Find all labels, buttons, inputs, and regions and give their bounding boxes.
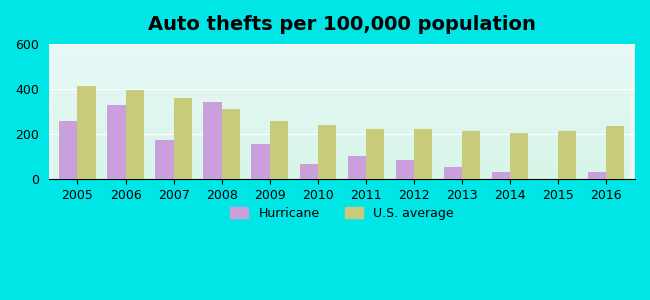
Bar: [203, 101, 222, 179]
Bar: [125, 90, 144, 179]
Bar: [396, 160, 414, 179]
Bar: [300, 164, 318, 179]
Bar: [59, 121, 77, 179]
Bar: [558, 131, 577, 179]
Bar: [366, 129, 384, 179]
Bar: [77, 86, 96, 179]
Bar: [588, 172, 606, 179]
Bar: [462, 131, 480, 179]
Bar: [348, 156, 366, 179]
Bar: [155, 140, 174, 179]
Bar: [107, 105, 125, 179]
Bar: [348, 156, 366, 179]
Bar: [77, 86, 96, 179]
Bar: [252, 144, 270, 179]
Bar: [125, 90, 144, 179]
Bar: [300, 164, 318, 179]
Bar: [107, 105, 125, 179]
Bar: [318, 125, 336, 179]
Bar: [174, 98, 192, 179]
Bar: [366, 129, 384, 179]
Bar: [270, 121, 288, 179]
Title: Auto thefts per 100,000 population: Auto thefts per 100,000 population: [148, 15, 536, 34]
Bar: [59, 121, 77, 179]
Bar: [155, 140, 174, 179]
Bar: [588, 172, 606, 179]
Bar: [270, 121, 288, 179]
Bar: [414, 129, 432, 179]
Bar: [222, 110, 240, 179]
Bar: [222, 110, 240, 179]
Bar: [510, 133, 528, 179]
Bar: [396, 160, 414, 179]
Bar: [174, 98, 192, 179]
Legend: Hurricane, U.S. average: Hurricane, U.S. average: [225, 202, 459, 225]
Bar: [606, 126, 625, 179]
Bar: [444, 167, 462, 179]
Bar: [492, 172, 510, 179]
Bar: [444, 167, 462, 179]
Bar: [606, 126, 625, 179]
Bar: [203, 101, 222, 179]
Bar: [252, 144, 270, 179]
Bar: [318, 125, 336, 179]
Bar: [492, 172, 510, 179]
Bar: [414, 129, 432, 179]
Bar: [462, 131, 480, 179]
Bar: [510, 133, 528, 179]
Bar: [558, 131, 577, 179]
